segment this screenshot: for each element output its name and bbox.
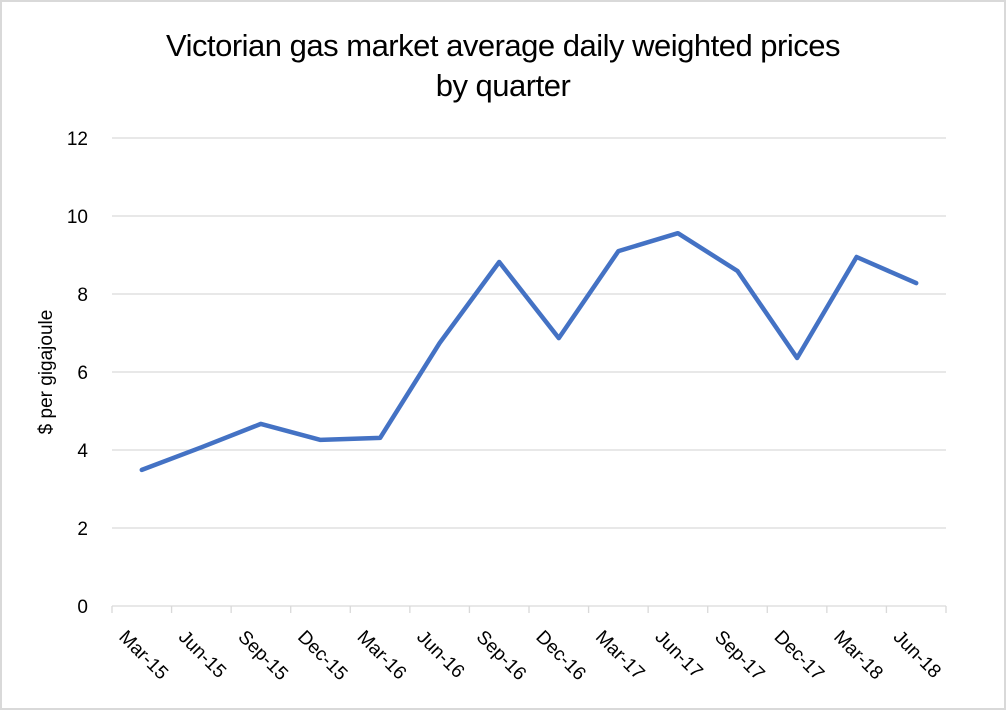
- y-tick-label: 8: [77, 285, 88, 306]
- x-tick-label: Jun-18: [889, 627, 945, 683]
- y-tick-label: 2: [77, 519, 88, 540]
- x-tick-label: Jun-16: [412, 627, 468, 683]
- x-tick-label: Sep-16: [472, 627, 530, 685]
- x-tick-label: Sep-15: [234, 627, 292, 685]
- x-tick-label: Sep-17: [710, 627, 768, 685]
- x-axis-tick-labels: Mar-15 Jun-15 Sep-15 Dec-15 Mar-16 Jun-16 Sep-…: [114, 627, 944, 685]
- chart-title-line-2: by quarter: [435, 68, 571, 103]
- x-tick-label: Dec-17: [770, 627, 828, 685]
- y-tick-label: 4: [77, 441, 88, 462]
- x-tick-label: Mar-17: [591, 627, 648, 684]
- data-series-line: [139, 230, 919, 473]
- x-axis: [111, 605, 947, 613]
- y-tick-label: 6: [77, 363, 88, 384]
- x-tick-label: Mar-16: [353, 627, 410, 684]
- y-axis-label: $ per gigajoule: [36, 310, 57, 435]
- x-tick-label: Jun-15: [174, 627, 230, 683]
- gridlines: [112, 137, 946, 529]
- x-tick-label: Dec-15: [293, 627, 351, 685]
- x-tick-label: Jun-17: [651, 627, 707, 683]
- x-tick-label: Dec-16: [531, 627, 589, 685]
- y-tick-label: 10: [67, 207, 88, 228]
- y-axis-ticks: 0 2 4 6 8 10 12: [67, 129, 89, 618]
- x-tick-label: Mar-18: [829, 627, 886, 684]
- y-tick-label: 0: [77, 597, 88, 618]
- chart-title-line-1: Victorian gas market average daily weigh…: [165, 28, 841, 63]
- chart-title: Victorian gas market average daily weigh…: [0, 26, 1006, 106]
- y-tick-label: 12: [67, 129, 88, 150]
- x-tick-label: Mar-15: [114, 627, 171, 684]
